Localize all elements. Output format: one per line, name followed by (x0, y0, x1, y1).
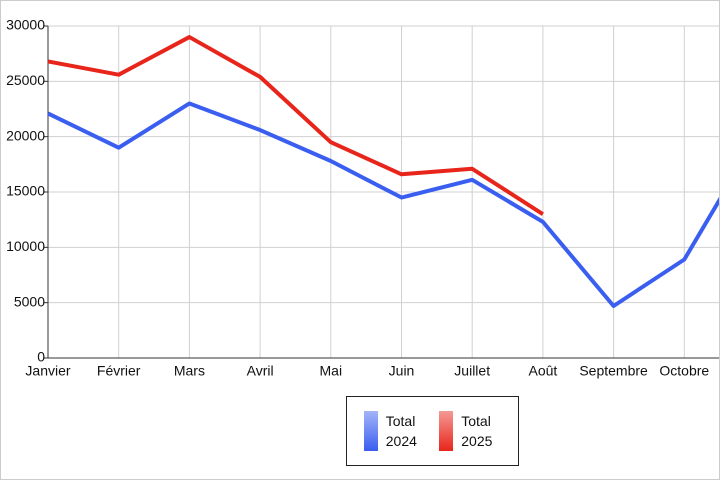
x-tick-label: Octobre (659, 363, 709, 379)
legend-item: Total 2024 (363, 411, 426, 451)
legend-item: Total 2025 (439, 411, 501, 451)
x-tick-label: Mai (320, 363, 343, 379)
legend-swatch (363, 411, 378, 451)
y-tick-label: 0 (37, 349, 45, 365)
legend-label: Total 2025 (461, 413, 493, 449)
legend-label: Total 2024 (385, 413, 417, 449)
y-tick-label: 15000 (6, 183, 45, 199)
y-tick-label: 10000 (6, 238, 45, 254)
y-tick-label: 30000 (6, 17, 45, 33)
y-tick-label: 20000 (6, 127, 45, 143)
x-tick-label: Septembre (579, 363, 648, 379)
x-tick-label: Juillet (454, 363, 490, 379)
x-tick-label: Août (528, 363, 557, 379)
x-tick-label: Février (97, 363, 141, 379)
series-line (47, 101, 719, 308)
x-tick-label: Juin (389, 363, 415, 379)
legend: Total 2024 Total 2025 (346, 396, 519, 466)
series-line (47, 35, 544, 216)
y-tick-label: 25000 (6, 72, 45, 88)
legend-swatch (439, 411, 454, 451)
x-tick-label: Mars (174, 363, 205, 379)
y-tick-label: 5000 (14, 293, 45, 309)
x-tick-label: Avril (247, 363, 274, 379)
x-tick-label: Janvier (25, 363, 70, 379)
